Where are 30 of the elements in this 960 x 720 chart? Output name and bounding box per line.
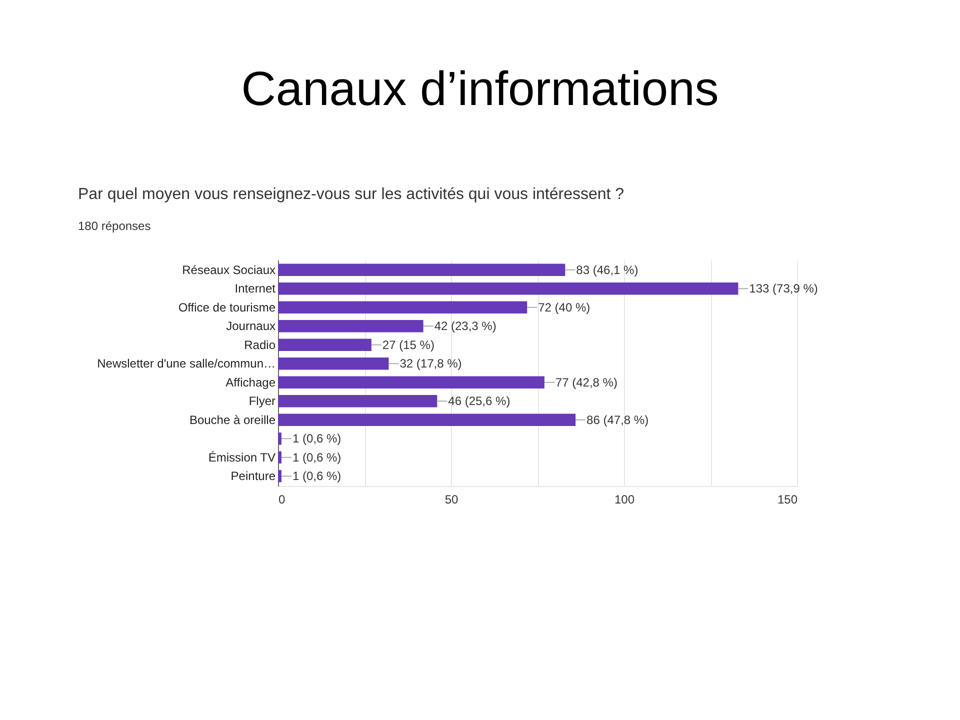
y-tick-label: Affichage (226, 375, 276, 390)
data-label: 1 (0,6 %) (292, 469, 342, 484)
data-label: 83 (46,1 %) (576, 262, 638, 277)
data-label: 77 (42,8 %) (555, 375, 618, 390)
data-label: 46 (25,6 %) (448, 394, 510, 408)
x-tick-label: 150 (777, 492, 798, 506)
x-tick-label: 100 (614, 492, 635, 506)
data-label: 27 (15 %) (382, 338, 434, 352)
data-label: 42 (23,3 %) (434, 319, 496, 334)
y-tick-label: Peinture (230, 469, 276, 484)
y-tick-label: Réseaux Sociaux (182, 262, 276, 277)
data-label: 32 (17,8 %) (400, 356, 462, 371)
chart-subtitle: Par quel moyen vous renseignez-vous sur les activités qui vous intéressent ? (78, 186, 624, 204)
x-tick-label: 0 (278, 492, 286, 506)
data-label: 1 (0,6 %) (292, 450, 342, 464)
y-tick-label: Internet (234, 282, 276, 296)
text: 180 réponses (78, 219, 151, 233)
y-tick-label: Journaux (226, 319, 276, 334)
data-label: 1 (0,6 %) (292, 432, 342, 446)
y-tick-label: Émission TV (208, 450, 276, 464)
data-label: 72 (40 %) (538, 300, 590, 314)
chart-title: Canaux d’informations (240, 62, 720, 117)
y-tick-label: Flyer (248, 394, 276, 408)
x-tick-label: 50 (444, 492, 458, 506)
y-tick-label: Office de tourisme (178, 300, 276, 314)
y-tick-label: Radio (244, 338, 276, 352)
y-tick-label: Bouche à oreille (189, 412, 276, 427)
data-label: 86 (47,8 %) (586, 412, 649, 427)
data-label: 133 (73,9 %) (749, 282, 818, 296)
y-tick-label: Newsletter d'une salle/commun… (97, 356, 276, 371)
